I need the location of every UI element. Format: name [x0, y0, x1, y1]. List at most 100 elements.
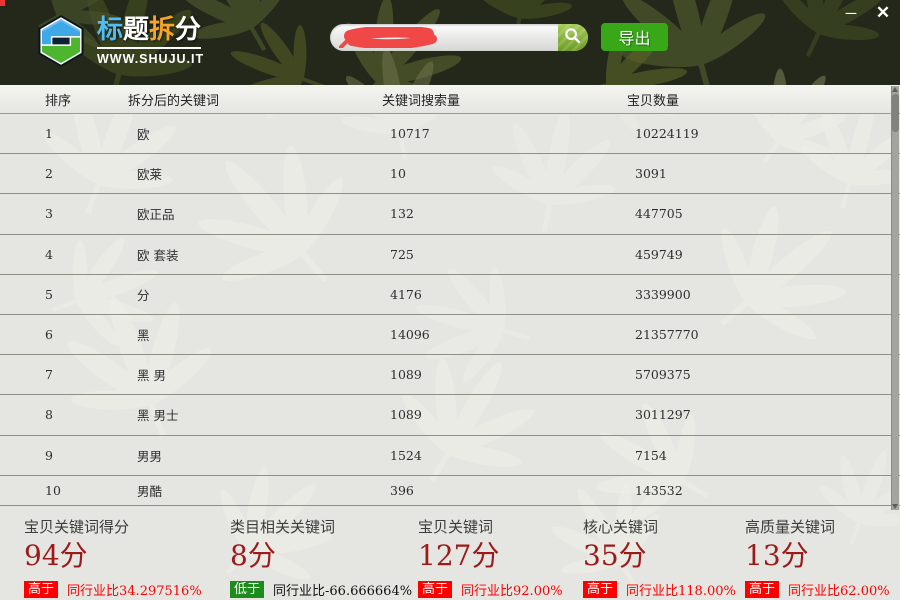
status-badge: 高于 [745, 580, 780, 599]
keyword-cell: 男男 [137, 448, 163, 464]
stat-title: 宝贝关键词 [418, 519, 494, 536]
keyword-cell: 分 [137, 287, 150, 303]
table-row[interactable]: 10 男酷 396 143532 [0, 476, 900, 506]
rank-cell: 2 [45, 166, 53, 182]
table-row[interactable]: 1 欧 10717 10224119 [0, 114, 900, 155]
vertical-scrollbar[interactable] [891, 86, 899, 510]
count-cell: 3091 [635, 166, 667, 182]
scroll-down-arrow-icon[interactable] [892, 504, 898, 509]
volume-cell: 1089 [390, 407, 422, 423]
count-cell: 459749 [635, 246, 683, 262]
table-row[interactable]: 2 欧莱 10 3091 [0, 154, 900, 195]
scrollbar-thumb[interactable] [892, 94, 899, 132]
magnifier-icon [565, 28, 581, 44]
search-button[interactable] [558, 24, 588, 51]
window-controls: ─ ✕ [840, 2, 894, 24]
table-row[interactable]: 5 分 4176 3339900 [0, 275, 900, 315]
rank-cell: 5 [45, 286, 53, 302]
table-row[interactable]: 8 黑 男士 1089 3011297 [0, 395, 900, 436]
rank-cell: 1 [45, 126, 53, 142]
stat-card-item-keywords: 宝贝关键词 127分 高于 同行业比92.00% [418, 503, 563, 599]
industry-compare: 同行业比34.297516% [67, 584, 202, 599]
rank-cell: 4 [45, 246, 53, 262]
column-header-keyword: 拆分后的关键词 [128, 92, 220, 108]
rank-cell: 9 [45, 447, 53, 463]
stat-value: 94分 [24, 539, 88, 572]
close-button[interactable]: ✕ [875, 3, 891, 22]
status-badge: 高于 [583, 580, 618, 599]
keyword-cell: 欧 [137, 127, 150, 143]
count-cell: 5709375 [635, 367, 691, 383]
table-row[interactable]: 4 欧 套装 725 459749 [0, 235, 900, 275]
industry-compare: 同行业比-66.666664% [273, 584, 413, 599]
corner-artifact [0, 0, 5, 6]
keyword-cell: 欧莱 [137, 167, 163, 183]
table-row[interactable]: 7 黑 男 1089 5709375 [0, 355, 900, 396]
keyword-cell: 男酷 [137, 483, 163, 499]
count-cell: 10224119 [635, 126, 699, 142]
search-box [330, 24, 588, 51]
count-cell: 3339900 [635, 286, 691, 302]
app-title: 标题拆分 [97, 14, 202, 44]
industry-compare: 同行业比62.00% [788, 584, 890, 599]
stat-title: 核心关键词 [583, 519, 659, 536]
stat-value: 35分 [583, 539, 647, 572]
keyword-cell: 欧 套装 [137, 247, 179, 263]
keyword-cell: 黑 男士 [137, 408, 179, 424]
table-header: 排序 拆分后的关键词 关键词搜索量 宝贝数量 [0, 85, 900, 114]
keyword-cell: 黑 男 [137, 368, 166, 384]
scroll-up-arrow-icon[interactable] [892, 87, 898, 92]
volume-cell: 1089 [390, 367, 422, 383]
table-body: 1 欧 10717 10224119 2 欧莱 10 3091 3 欧正品 13… [0, 114, 900, 506]
table-row[interactable]: 9 男男 1524 7154 [0, 436, 900, 476]
industry-compare: 同行业比92.00% [461, 584, 563, 599]
column-header-item-count: 宝贝数量 [627, 92, 680, 108]
industry-compare: 同行业比118.00% [626, 584, 736, 599]
rank-cell: 8 [45, 407, 53, 423]
table-row[interactable]: 6 黑 14096 21357770 [0, 315, 900, 356]
search-input[interactable] [342, 26, 546, 51]
rank-cell: 7 [45, 367, 53, 383]
count-cell: 143532 [635, 482, 683, 498]
stat-value: 8分 [230, 539, 276, 572]
stat-value: 13分 [745, 539, 809, 572]
content-backdrop [0, 85, 900, 600]
rank-cell: 3 [45, 206, 53, 222]
stat-card-core-keywords: 核心关键词 35分 高于 同行业比118.00% [583, 503, 736, 599]
volume-cell: 10 [390, 166, 406, 182]
count-cell: 3011297 [635, 407, 691, 423]
app-logo-icon [36, 15, 86, 67]
status-badge: 高于 [24, 580, 59, 599]
status-badge: 高于 [418, 580, 453, 599]
volume-cell: 1524 [390, 447, 422, 463]
brand-block: 标题拆分 WWW.SHUJU.IT [97, 14, 205, 66]
export-button[interactable]: 导出 [601, 23, 668, 51]
stat-card-category-keywords: 类目相关关键词 8分 低于 同行业比-66.666664% [230, 503, 412, 599]
volume-cell: 10717 [390, 126, 430, 142]
stat-title: 高质量关键词 [745, 519, 836, 536]
stat-value: 127分 [418, 539, 500, 572]
stat-card-item-keyword-score: 宝贝关键词得分 94分 高于 同行业比34.297516% [24, 503, 202, 599]
volume-cell: 14096 [390, 327, 430, 343]
minimize-button[interactable]: ─ [845, 4, 857, 22]
stat-title: 类目相关关键词 [230, 519, 336, 536]
volume-cell: 725 [390, 246, 414, 262]
status-badge: 低于 [230, 580, 265, 599]
rank-cell: 6 [45, 327, 53, 343]
column-header-rank: 排序 [45, 92, 72, 108]
count-cell: 7154 [635, 447, 667, 463]
volume-cell: 4176 [390, 286, 422, 302]
count-cell: 21357770 [635, 327, 699, 343]
table-row[interactable]: 3 欧正品 132 447705 [0, 194, 900, 235]
stat-card-high-quality-keywords: 高质量关键词 13分 高于 同行业比62.00% [745, 503, 890, 599]
keyword-cell: 黑 [137, 328, 150, 344]
stat-title: 宝贝关键词得分 [24, 519, 130, 536]
volume-cell: 132 [390, 206, 414, 222]
count-cell: 447705 [635, 206, 683, 222]
brand-url: WWW.SHUJU.IT [97, 52, 205, 66]
volume-cell: 396 [390, 482, 414, 498]
brand-divider [97, 47, 201, 49]
keyword-cell: 欧正品 [137, 207, 175, 223]
column-header-search-volume: 关键词搜索量 [382, 92, 461, 108]
